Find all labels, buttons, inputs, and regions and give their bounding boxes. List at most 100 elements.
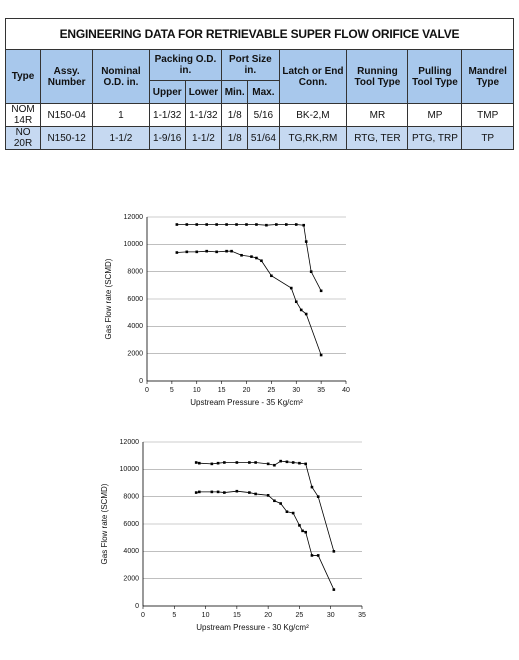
y-tick-label: 0 bbox=[135, 603, 139, 610]
table-cell: PTG, TRP bbox=[407, 126, 463, 150]
header: Mandrel Type bbox=[461, 49, 514, 104]
point bbox=[195, 223, 199, 226]
point bbox=[230, 249, 233, 253]
point bbox=[285, 510, 289, 513]
table-cell: N150-12 bbox=[40, 126, 94, 150]
point bbox=[254, 492, 257, 496]
point bbox=[304, 240, 308, 243]
point bbox=[279, 459, 282, 463]
point bbox=[285, 460, 289, 464]
point bbox=[223, 491, 226, 494]
point bbox=[260, 259, 263, 263]
point bbox=[266, 494, 270, 497]
point bbox=[319, 289, 323, 293]
point bbox=[235, 223, 238, 226]
y-axis-label: Gas Flow rate (SCMD) bbox=[104, 258, 113, 339]
y-tick-label: 10000 bbox=[120, 466, 140, 473]
x-tick-label: 0 bbox=[141, 612, 145, 619]
y-tick-label: 4000 bbox=[123, 548, 139, 555]
table-cell: 1-1/2 bbox=[184, 126, 223, 150]
point bbox=[254, 461, 257, 464]
point bbox=[309, 270, 313, 273]
table-row: NOM 14R N150-04 1 1-1/32 1-1/32 1/8 5/16 BK-2,M… bbox=[4, 103, 514, 127]
point bbox=[248, 461, 251, 464]
table-cell: TMP bbox=[461, 103, 514, 127]
point bbox=[316, 554, 320, 557]
table-cell: MP bbox=[407, 103, 463, 127]
series-line bbox=[176, 224, 322, 291]
header: Running Tool Type bbox=[346, 49, 409, 104]
point bbox=[285, 223, 288, 226]
point bbox=[310, 554, 314, 557]
point bbox=[205, 223, 208, 226]
table-cell: TP bbox=[461, 126, 514, 150]
table-cell: 1-1/2 bbox=[92, 126, 150, 150]
x-tick-label: 25 bbox=[267, 387, 275, 394]
table-cell: 51/64 bbox=[247, 126, 280, 150]
point bbox=[223, 461, 226, 464]
point bbox=[210, 462, 214, 466]
table-cell: 1-1/32 bbox=[184, 103, 223, 127]
x-tick-label: 15 bbox=[233, 612, 241, 619]
point bbox=[198, 461, 201, 465]
point bbox=[291, 461, 295, 464]
point bbox=[302, 223, 306, 227]
header: Port Size in. bbox=[221, 49, 280, 81]
y-axis-label: Gas Flow rate (SCMD) bbox=[100, 483, 109, 564]
point bbox=[310, 485, 314, 489]
x-tick-label: 15 bbox=[218, 387, 226, 394]
table-cell: TG,RK,RM bbox=[278, 126, 348, 150]
point bbox=[185, 250, 189, 254]
y-tick-label: 6000 bbox=[123, 521, 139, 528]
table-cell: 5/16 bbox=[247, 103, 280, 127]
point bbox=[215, 223, 218, 226]
point bbox=[235, 461, 239, 464]
point bbox=[216, 490, 220, 494]
y-tick-label: 0 bbox=[139, 378, 143, 385]
x-tick-label: 30 bbox=[292, 387, 300, 394]
x-tick-label: 0 bbox=[145, 387, 149, 394]
point bbox=[316, 495, 320, 498]
point bbox=[299, 308, 303, 312]
point bbox=[216, 461, 220, 465]
point bbox=[175, 251, 179, 254]
y-tick-label: 4000 bbox=[127, 323, 143, 330]
point bbox=[250, 255, 253, 258]
point bbox=[275, 223, 278, 226]
point bbox=[195, 250, 199, 254]
subheader: Upper bbox=[148, 80, 186, 104]
point bbox=[294, 223, 298, 226]
x-axis-label: Upstream Pressure - 35 Kg/cm² bbox=[190, 398, 303, 407]
point bbox=[215, 250, 218, 254]
point bbox=[294, 300, 298, 304]
point bbox=[255, 256, 258, 260]
point bbox=[291, 511, 295, 515]
table-cell: 1-9/16 bbox=[148, 126, 186, 150]
point bbox=[319, 353, 323, 357]
header: Latch or End Conn. bbox=[278, 49, 348, 104]
x-tick-label: 5 bbox=[170, 387, 174, 394]
subheader: Max. bbox=[247, 80, 280, 104]
header: Pulling Tool Type bbox=[407, 49, 463, 104]
point bbox=[304, 530, 307, 534]
point bbox=[289, 286, 293, 290]
y-tick-label: 8000 bbox=[127, 269, 143, 276]
point bbox=[194, 491, 198, 494]
x-tick-label: 10 bbox=[193, 387, 201, 394]
y-tick-label: 8000 bbox=[123, 494, 139, 501]
table-title: ENGINEERING DATA FOR RETRIEVABLE SUPER F… bbox=[5, 18, 514, 50]
point bbox=[298, 524, 301, 527]
point bbox=[240, 253, 243, 257]
point bbox=[298, 461, 301, 465]
point bbox=[301, 529, 304, 533]
table-cell: 1/8 bbox=[221, 103, 249, 127]
subheader: Min. bbox=[221, 80, 249, 104]
y-tick-label: 12000 bbox=[120, 439, 140, 446]
point bbox=[273, 499, 276, 503]
point bbox=[235, 489, 239, 493]
table-cell: N150-04 bbox=[40, 103, 94, 127]
point bbox=[245, 223, 248, 226]
point bbox=[248, 491, 251, 494]
point bbox=[279, 502, 282, 505]
